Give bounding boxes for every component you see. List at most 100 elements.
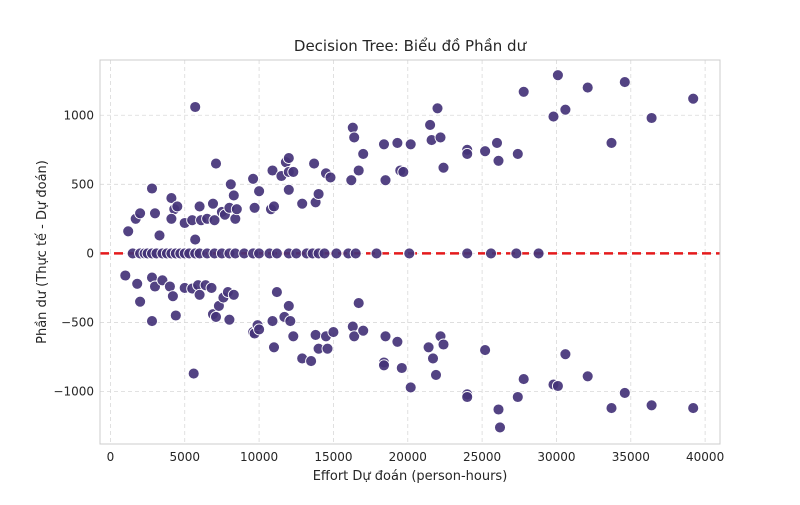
data-point: [645, 112, 658, 124]
data-point: [391, 335, 404, 348]
data-point: [210, 157, 222, 170]
data-point: [146, 182, 158, 195]
data-point: [169, 309, 182, 322]
data-point: [551, 380, 564, 392]
data-point: [605, 136, 618, 149]
data-point: [403, 247, 416, 260]
data-point: [461, 147, 474, 160]
data-point: [687, 402, 700, 415]
data-point: [547, 110, 560, 123]
data-point: [208, 214, 221, 227]
data-point: [645, 399, 658, 412]
data-point: [517, 373, 530, 386]
data-point: [282, 152, 295, 165]
data-point: [253, 185, 266, 198]
data-point: [352, 164, 365, 177]
data-point: [357, 324, 370, 337]
data-point: [618, 386, 631, 399]
x-tick-label: 15000: [314, 450, 352, 464]
y-tick-label: 0: [86, 246, 94, 260]
data-point: [378, 138, 390, 151]
plot-frame: [99, 59, 721, 445]
data-point: [324, 171, 337, 184]
data-point: [309, 328, 322, 341]
data-point: [511, 391, 524, 403]
data-point: [434, 131, 447, 144]
x-tick-label: 30000: [537, 450, 575, 464]
data-points: [119, 69, 700, 434]
y-axis-label: Phần dư (Thực tế - Dự đoán): [35, 160, 50, 344]
data-point: [149, 207, 161, 220]
data-point: [268, 200, 280, 213]
data-point: [321, 342, 334, 355]
x-tick-label: 35000: [612, 450, 650, 464]
data-point: [290, 247, 303, 260]
y-tick-label: −500: [61, 315, 94, 329]
data-point: [687, 92, 700, 105]
data-point: [189, 233, 202, 246]
data-point: [266, 164, 279, 177]
chart-title: Decision Tree: Biểu đồ Phần dư: [294, 37, 528, 55]
data-point: [461, 247, 474, 260]
data-point: [431, 102, 444, 115]
y-tick-label: −1000: [53, 385, 94, 399]
data-point: [312, 188, 325, 200]
data-point: [437, 161, 450, 174]
data-point: [165, 212, 178, 225]
data-point: [230, 203, 243, 216]
x-tick-label: 25000: [463, 450, 501, 464]
data-point: [532, 247, 545, 260]
data-point: [349, 247, 362, 260]
data-point: [397, 165, 410, 178]
data-point: [346, 121, 359, 134]
data-point: [253, 323, 266, 336]
data-point: [134, 295, 147, 308]
x-tick-label: 20000: [389, 450, 427, 464]
x-tick-label: 10000: [240, 450, 278, 464]
data-point: [165, 192, 178, 205]
data-point: [479, 344, 492, 357]
data-point: [391, 136, 404, 149]
x-tick-label: 0: [107, 450, 115, 464]
data-point: [511, 147, 524, 160]
x-tick-label: 40000: [686, 450, 724, 464]
x-ticks: 0 5000 10000 15000 20000 25000 30000 35000 40000: [107, 450, 725, 464]
data-point: [348, 330, 361, 343]
data-point: [357, 147, 370, 160]
data-point: [189, 101, 202, 113]
data-point: [223, 313, 236, 326]
x-axis-label: Effort Dự đoán (person-hours): [313, 469, 508, 484]
data-point: [395, 362, 408, 374]
data-point: [494, 421, 506, 434]
data-point: [492, 154, 505, 167]
data-point: [370, 247, 383, 260]
data-point: [437, 338, 450, 351]
data-point: [266, 315, 279, 328]
x-tick-label: 5000: [169, 450, 200, 464]
data-point: [210, 310, 222, 323]
data-point: [153, 229, 166, 242]
data-point: [461, 391, 474, 403]
data-point: [227, 288, 240, 301]
data-point: [491, 136, 503, 149]
data-point: [581, 370, 594, 383]
data-point: [618, 76, 631, 89]
data-point: [318, 247, 331, 260]
data-point: [270, 247, 283, 260]
data-point: [559, 103, 572, 116]
data-point: [287, 330, 300, 343]
data-point: [171, 200, 184, 213]
y-ticks: −1000 −500 0 500 1000: [53, 108, 94, 398]
data-point: [559, 348, 572, 361]
data-point: [378, 359, 390, 372]
data-point: [166, 290, 179, 303]
data-point: [270, 286, 283, 299]
data-point: [224, 178, 237, 191]
data-point: [122, 225, 135, 238]
data-point: [551, 69, 564, 82]
data-point: [404, 381, 417, 394]
data-point: [424, 118, 437, 131]
data-point: [131, 277, 144, 290]
